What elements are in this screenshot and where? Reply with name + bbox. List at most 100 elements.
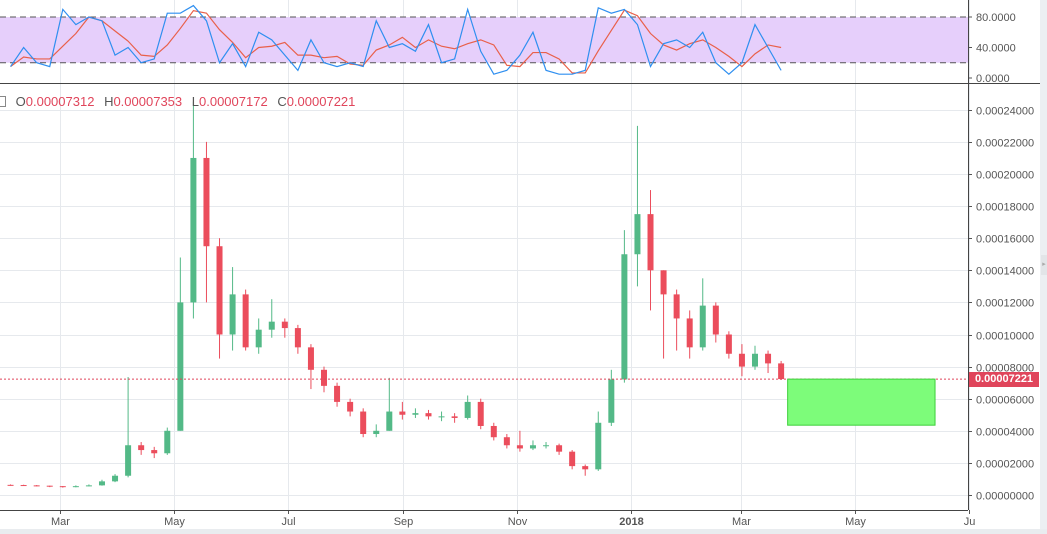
time-tick-label: Ju — [964, 516, 976, 528]
candle-up — [386, 411, 393, 431]
time-tick-label: Sep — [394, 516, 414, 528]
stoch-k-line — [10, 4, 782, 75]
oscillator-tick-label: 80.0000 — [976, 12, 1016, 24]
candle-down — [151, 450, 158, 454]
candle-up — [438, 416, 445, 418]
candle-up — [699, 305, 706, 348]
candle-up — [608, 379, 615, 423]
candle-down — [477, 401, 484, 426]
stoch-rsi-panel[interactable] — [0, 4, 968, 75]
candle-up — [255, 329, 262, 348]
price-tick-label: 0.00010000 — [976, 331, 1034, 343]
price-tick-label: 0.00008000 — [976, 363, 1034, 375]
price-tick-label: 0.00020000 — [976, 170, 1034, 182]
candle-up — [164, 430, 171, 454]
candle-up — [229, 294, 236, 335]
target-zone-rectangle[interactable] — [787, 378, 936, 426]
time-tick-label: 2018 — [619, 516, 643, 528]
candle-down — [347, 401, 354, 412]
candle-down — [451, 416, 458, 418]
candle-down — [203, 157, 210, 247]
price-tick-label: 0.00024000 — [976, 106, 1034, 118]
oscillator-band — [0, 17, 968, 63]
grid-lines — [0, 0, 970, 510]
candle-down — [216, 246, 223, 335]
time-tick-label: Mar — [51, 516, 70, 528]
ohlc-legend: O0.00007312 H0.00007353 L0.00007172 C0.0… — [0, 94, 355, 109]
candle-down — [686, 318, 693, 348]
candle-down — [660, 270, 667, 295]
open-label: O — [15, 94, 26, 109]
candle-down — [46, 485, 53, 487]
price-tick-label: 0.00018000 — [976, 202, 1034, 214]
candle-up — [268, 321, 275, 330]
candle-down — [20, 485, 27, 487]
last-price-label: 0.00007221 — [969, 372, 1039, 387]
candle-up — [543, 445, 550, 447]
high-value: 0.00007353 — [113, 94, 183, 109]
time-tick-label: May — [845, 516, 866, 528]
candle-down — [242, 294, 249, 348]
candle-up — [125, 445, 132, 476]
price-tick-label: 0.00022000 — [976, 138, 1034, 150]
candle-down — [569, 451, 576, 467]
candle-down — [778, 363, 785, 380]
candle-down — [334, 385, 341, 402]
candle-down — [712, 305, 719, 335]
candle-up — [373, 430, 380, 435]
candle-down — [582, 466, 589, 470]
candle-down — [556, 445, 563, 452]
candle-up — [529, 445, 536, 449]
candle-down — [725, 334, 732, 354]
candle-down — [360, 411, 367, 435]
stoch-d-line — [10, 9, 782, 74]
candle-up — [177, 302, 184, 431]
candle-down — [307, 347, 314, 370]
candle-down — [765, 353, 772, 364]
candle-up — [85, 485, 92, 487]
time-tick-label: Mar — [732, 516, 751, 528]
oscillator-tick-label: 40.0000 — [976, 43, 1016, 55]
low-label: L — [191, 94, 199, 109]
candle-up — [751, 353, 758, 367]
candle-up — [72, 486, 79, 488]
close-value: 0.00007221 — [286, 94, 356, 109]
target-zone[interactable] — [787, 378, 936, 426]
time-tick-label: Jul — [281, 516, 295, 528]
bottom-strip — [0, 529, 1047, 534]
candle-up — [412, 413, 419, 415]
time-tick-label: May — [164, 516, 185, 528]
candle-down — [138, 445, 145, 451]
open-value: 0.00007312 — [25, 94, 95, 109]
candle-down — [503, 437, 510, 446]
collapse-icon[interactable] — [0, 96, 6, 107]
candle-up — [464, 401, 471, 418]
candle-up — [190, 157, 197, 303]
candle-up — [634, 214, 641, 255]
candles — [0, 101, 968, 488]
expand-sidebar-arrow-icon[interactable]: ▸ — [1041, 255, 1047, 275]
oscillator-tick-label: 0.0000 — [976, 73, 1010, 85]
candle-down — [59, 486, 66, 488]
candle-down — [425, 413, 432, 417]
candle-down — [673, 294, 680, 319]
candle-down — [647, 214, 654, 271]
candle-up — [112, 475, 119, 482]
candle-down — [294, 328, 301, 348]
price-tick-label: 0.00006000 — [976, 395, 1034, 407]
close-label: C — [277, 94, 287, 109]
candle-down — [516, 445, 523, 449]
candle-down — [281, 321, 288, 329]
candle-down — [490, 425, 497, 438]
candle-down — [738, 353, 745, 367]
low-value: 0.00007172 — [199, 94, 268, 109]
price-tick-label: 0.00004000 — [976, 427, 1034, 439]
price-tick-label: 0.00012000 — [976, 298, 1034, 310]
candle-down — [399, 411, 406, 415]
candle-down — [321, 369, 328, 386]
price-tick-label: 0.00014000 — [976, 266, 1034, 278]
candle-up — [98, 481, 105, 486]
candle-up — [621, 254, 628, 380]
